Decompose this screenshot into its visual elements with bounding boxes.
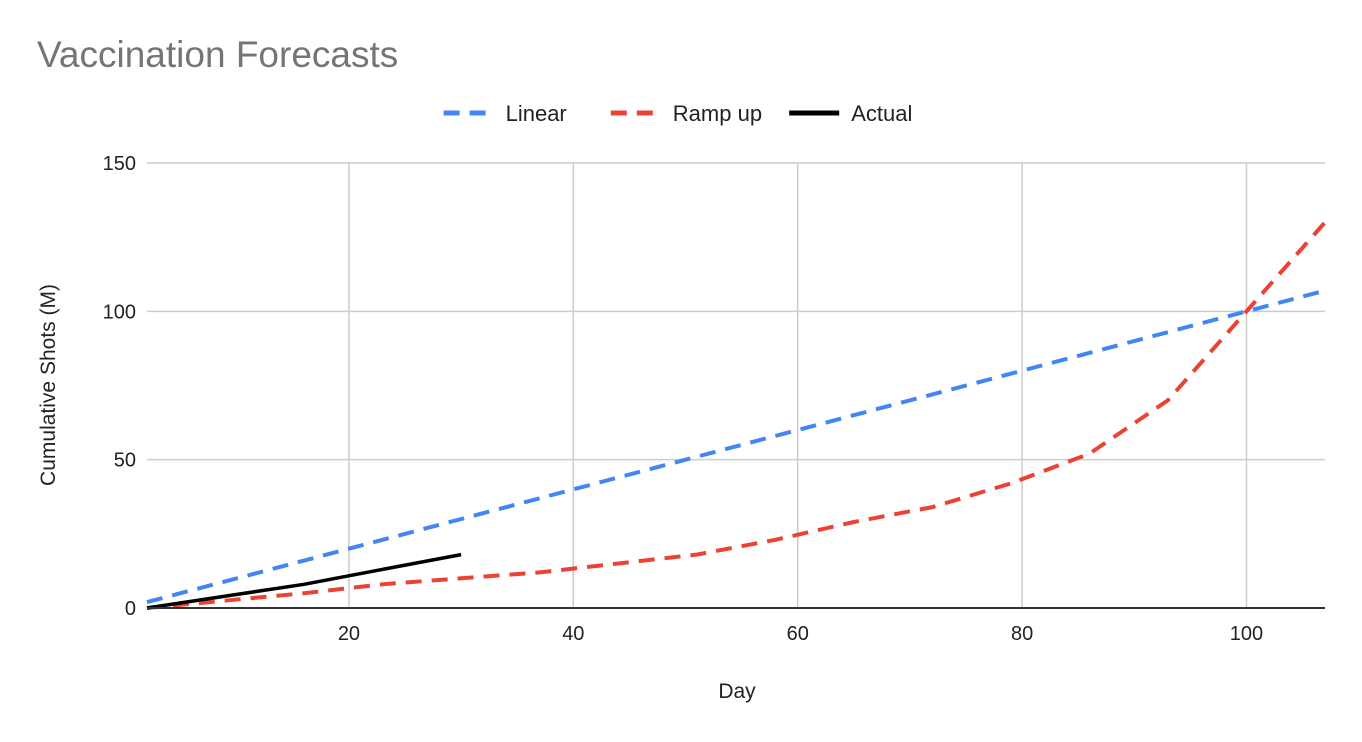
y-axis-label: Cumulative Shots (M): [37, 284, 60, 486]
chart-title: Vaccination Forecasts: [37, 34, 399, 75]
x-axis-label: Day: [718, 680, 756, 703]
legend: Linear Ramp up Actual: [443, 101, 912, 126]
x-tick-label: 40: [562, 623, 584, 645]
x-tick-label: 100: [1230, 623, 1263, 645]
legend-label-ramp-up: Ramp up: [673, 101, 762, 126]
y-tick-label: 50: [114, 450, 136, 472]
axes: 0 50 100 150 20 40 60 80 100: [103, 153, 1325, 645]
x-tick-label: 80: [1011, 623, 1033, 645]
series-line-ramp-up: [146, 220, 1327, 610]
x-tick-label: 60: [787, 623, 809, 645]
y-tick-label: 0: [125, 598, 136, 620]
series-line-actual: [146, 552, 462, 610]
y-tick-label: 100: [103, 301, 136, 323]
series-layer: [146, 220, 1327, 610]
legend-label-actual: Actual: [851, 101, 912, 126]
series-line-linear: [146, 288, 1326, 605]
legend-label-linear: Linear: [506, 101, 567, 126]
y-tick-label: 150: [103, 153, 136, 175]
grid-lines: [147, 162, 1325, 608]
x-tick-label: 20: [338, 623, 360, 645]
